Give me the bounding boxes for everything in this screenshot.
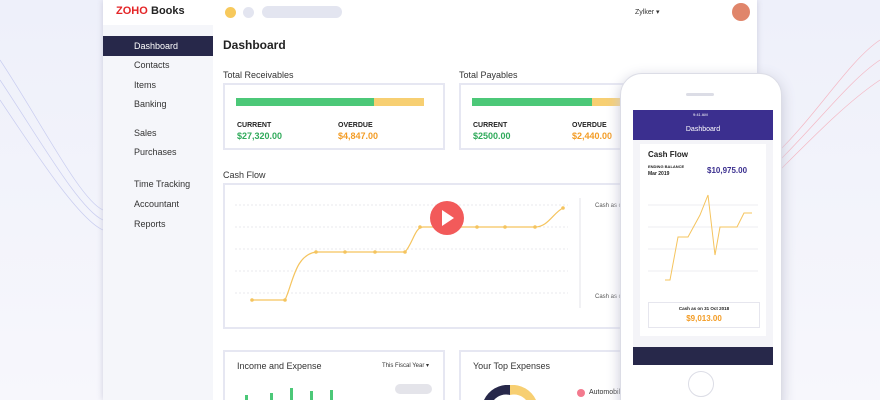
amount: $2500.00	[473, 131, 511, 141]
sidebar	[103, 25, 213, 400]
logo-brand: ZOHO	[116, 5, 148, 17]
side-label: Cash as o	[595, 294, 623, 300]
play-icon	[442, 210, 454, 226]
grid	[235, 204, 568, 294]
nav-item[interactable]: Sales	[134, 128, 157, 138]
search-bar[interactable]	[262, 6, 342, 18]
nav-item[interactable]: Dashboard	[103, 36, 213, 56]
progress-current	[472, 98, 592, 106]
label: CURRENT	[237, 122, 272, 129]
label: OVERDUE	[338, 122, 373, 129]
amount: $10,975.00	[707, 166, 748, 175]
summary-box	[648, 302, 760, 328]
nav-item[interactable]: Reports	[134, 219, 166, 229]
page-title: Dashboard	[223, 38, 286, 52]
side-label: Cash as o	[595, 203, 623, 209]
card	[459, 83, 649, 150]
card-title: Cash Flow	[223, 170, 266, 180]
amount: $27,320.00	[237, 131, 283, 141]
phone-title: Dashboard	[685, 126, 721, 133]
card-title: Your Top Expenses	[473, 361, 551, 371]
card-title: Total Receivables	[223, 70, 294, 80]
card-title: Total Payables	[459, 70, 518, 80]
status-dot	[225, 7, 236, 18]
user-menu[interactable]: Zylker ▾	[635, 9, 660, 16]
nav-item[interactable]: Contacts	[134, 60, 170, 70]
phone-card-title: Cash Flow	[648, 150, 689, 159]
phone-time: 9:41 AM	[693, 112, 708, 117]
home-button[interactable]	[688, 371, 714, 397]
legend-label: Automobile	[589, 389, 625, 396]
points	[250, 206, 565, 302]
progress-overdue	[592, 98, 632, 106]
amount: $2,440.00	[572, 131, 613, 141]
logo-product: Books	[151, 5, 185, 17]
cash-flow-line	[252, 207, 564, 301]
nav-item[interactable]: Accountant	[134, 199, 180, 209]
phone-card	[640, 144, 766, 336]
nav-item[interactable]: Purchases	[134, 147, 177, 157]
phone-header	[633, 110, 773, 140]
legend-dot	[577, 389, 585, 397]
cash-flow-chart	[235, 198, 581, 308]
amount: $4,847.00	[338, 131, 379, 141]
label: ENDING BALANCE	[648, 164, 685, 169]
amount: $9,013.00	[686, 314, 722, 323]
toggle[interactable]	[395, 384, 432, 394]
label: OVERDUE	[572, 122, 607, 129]
nav-item[interactable]: Items	[134, 80, 157, 90]
nav-item[interactable]: Banking	[134, 99, 167, 109]
avatar[interactable]	[732, 3, 750, 21]
nav-item[interactable]: Time Tracking	[134, 179, 191, 189]
progress-overdue	[374, 98, 424, 106]
label: CURRENT	[473, 122, 508, 129]
phone-tab-bar	[633, 347, 773, 365]
phone-chart	[648, 194, 758, 281]
status-dot	[243, 7, 254, 18]
expense-donut	[484, 385, 536, 400]
period-select[interactable]: This Fiscal Year ▾	[382, 363, 430, 369]
card-title: Income and Expense	[237, 361, 322, 371]
label: Cash as on 31 Oct 2018	[678, 306, 730, 311]
card	[223, 83, 445, 150]
label: Mar 2019	[648, 171, 670, 177]
progress-current	[236, 98, 374, 106]
speaker	[686, 93, 714, 96]
income-bars	[245, 388, 333, 400]
